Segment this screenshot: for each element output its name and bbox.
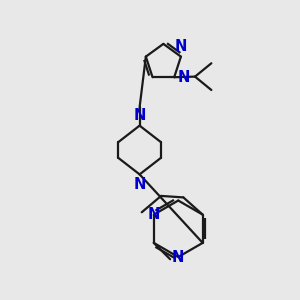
Text: N: N: [172, 250, 184, 265]
Text: N: N: [134, 177, 146, 192]
Text: N: N: [134, 108, 146, 123]
Text: N: N: [175, 39, 187, 54]
Text: N: N: [177, 70, 190, 85]
Text: N: N: [148, 207, 160, 222]
